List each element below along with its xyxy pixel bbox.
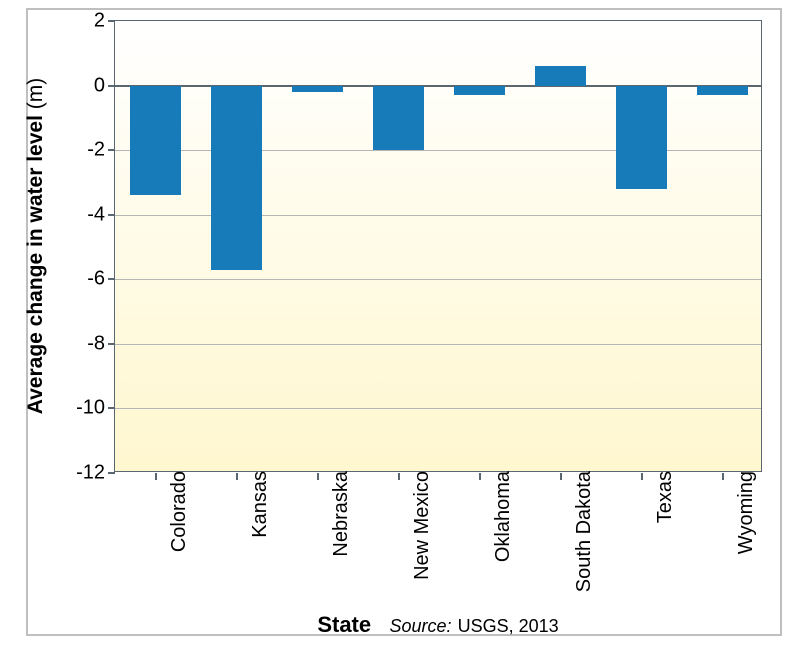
ytick-label: -2	[87, 139, 115, 162]
ytick-label: -10	[76, 397, 115, 420]
bar	[373, 86, 423, 151]
ytick-label: -8	[87, 332, 115, 355]
bar	[535, 66, 585, 85]
source-label: Source:	[389, 616, 451, 636]
gridline	[115, 279, 761, 280]
bar	[616, 86, 666, 189]
gridline	[115, 408, 761, 409]
xtick-label: Wyoming	[723, 471, 758, 554]
gridline	[115, 344, 761, 345]
y-axis-unit: (m)	[24, 78, 47, 109]
source-value: USGS, 2013	[458, 616, 559, 636]
ytick-label: 0	[94, 74, 115, 97]
ytick-label: -6	[87, 268, 115, 291]
bar	[130, 86, 180, 196]
y-axis-title-text: Average change in water level	[24, 115, 47, 414]
ytick-label: -4	[87, 203, 115, 226]
ytick-label: -12	[76, 462, 115, 485]
xtick-label: Colorado	[156, 471, 191, 552]
xtick-label: Nebraska	[318, 471, 353, 557]
xtick-label: Oklahoma	[480, 471, 515, 562]
bar	[292, 86, 342, 92]
y-axis-title: Average change in water level (m)	[24, 78, 48, 415]
chart-frame: -12 -10 -8 -6 -4 -2 0 2 Colorado Kansas Nebraska Ne…	[26, 8, 782, 636]
bar	[454, 86, 504, 96]
ytick-label: 2	[94, 10, 115, 33]
xtick-label: Kansas	[237, 471, 272, 538]
bar	[211, 86, 261, 270]
x-axis-title: State Source: USGS, 2013	[317, 612, 558, 638]
xtick-label: New Mexico	[399, 471, 434, 580]
bar	[697, 86, 747, 96]
x-axis-title-text: State	[317, 612, 371, 637]
plot-area: -12-10-8-6-4-202ColoradoKansasNebraskaNe…	[114, 20, 762, 472]
xtick-label: South Dakota	[561, 471, 596, 592]
xtick-label: Texas	[642, 471, 677, 523]
